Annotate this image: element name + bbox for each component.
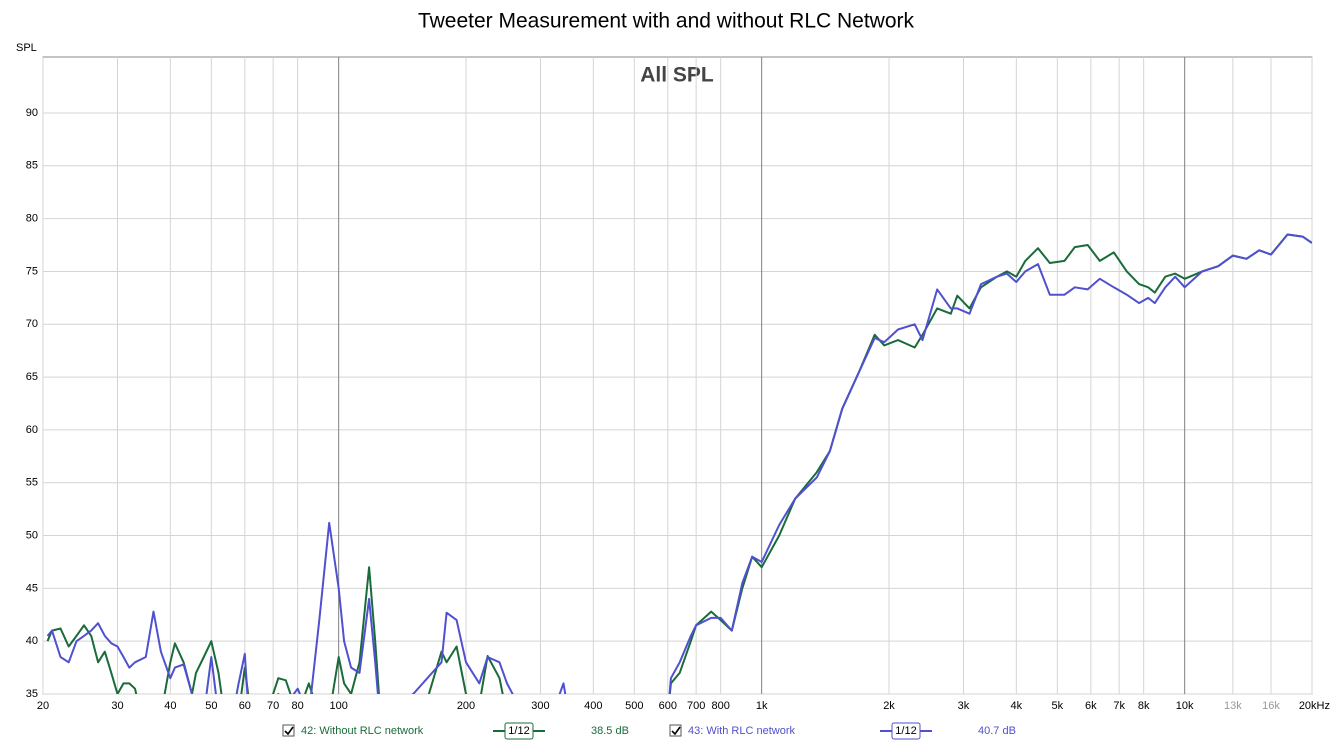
x-tick-label: 200 [457,700,475,712]
legend-offset: 40.7 dB [978,725,1016,737]
x-tick-label: 20 [37,700,49,712]
x-tick-label: 7k [1113,700,1125,712]
y-axis-label: SPL [16,42,37,54]
y-tick-label: 35 [26,688,38,700]
x-tick-label: 3k [958,700,970,712]
x-tick-label: 13k [1224,700,1242,712]
y-tick-label: 80 [26,213,38,225]
annotation: All SPL [640,64,714,87]
y-tick-label: 45 [26,582,38,594]
series-line [46,233,1312,694]
legend-smoothing-box [504,722,534,740]
x-tick-label: 600 [659,700,677,712]
x-tick-label: 20kHz [1299,700,1330,712]
y-tick-label: 60 [26,424,38,436]
legend-check [284,726,294,736]
series-line [46,233,1312,694]
x-tick-label: 70 [267,700,279,712]
y-tick-label: 70 [26,318,38,330]
x-tick-label: 500 [625,700,643,712]
lines [46,233,1312,694]
x-tick-label: 10k [1176,700,1194,712]
labels: 35 40 45 50 55 60 65 70 75 80 85 90 20 30 40 50 60 70 80 10… [26,107,1330,740]
x-tick-label: 300 [531,700,549,712]
y-tick-label: 65 [26,371,38,383]
grid [42,57,1313,695]
x-tick-label: 800 [711,700,729,712]
x-tick-label: 100 [329,700,347,712]
y-tick-label: 50 [26,529,38,541]
y-tick-label: 40 [26,635,38,647]
x-tick-label: 2k [883,700,895,712]
x-tick-label: 40 [164,700,176,712]
y-tick-label: 90 [26,107,38,119]
legend-smoothing: 1/12 [895,725,916,737]
x-tick-label: 700 [687,700,705,712]
chart-title: Tweeter Measurement with and without RLC… [418,10,915,33]
x-tick-label: 80 [292,700,304,712]
legend-smoothing-box [891,722,921,740]
x-tick-label: 16k [1262,700,1280,712]
x-tick-label: 30 [111,700,123,712]
plot-area [42,56,1313,695]
legend-checkbox[interactable] [669,724,682,737]
legend-label: 42: Without RLC network [301,725,424,737]
legend-smoothing: 1/12 [508,725,529,737]
x-tick-label: 60 [239,700,251,712]
y-tick-label: 75 [26,265,38,277]
x-tick-label: 6k [1085,700,1097,712]
legend-offset: 38.5 dB [591,725,629,737]
x-tick-label: 8k [1138,700,1150,712]
y-tick-label: 55 [26,477,38,489]
legend-check [671,726,681,736]
x-tick-label: 4k [1011,700,1023,712]
x-tick-label: 400 [584,700,602,712]
legend-label: 43: With RLC network [688,725,795,737]
legend-checkbox[interactable] [282,724,295,737]
x-tick-label: 5k [1052,700,1064,712]
x-tick-label: 1k [756,700,768,712]
x-tick-label: 50 [205,700,217,712]
y-tick-label: 85 [26,160,38,172]
